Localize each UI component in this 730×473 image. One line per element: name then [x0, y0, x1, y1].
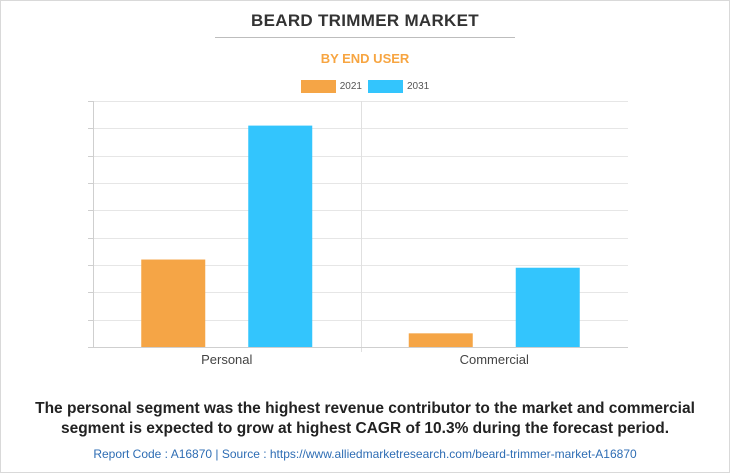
caption-line-2: segment is expected to grow at highest C…	[60, 420, 670, 437]
legend: 2021 2031	[0, 80, 730, 93]
legend-item-2021: 2021	[300, 80, 362, 93]
bar-commercial-2031	[515, 267, 580, 347]
x-tick-label: Commercial	[460, 352, 529, 367]
title-divider	[215, 37, 515, 38]
legend-label-2031: 2031	[407, 81, 430, 92]
legend-swatch-2021	[300, 80, 336, 93]
bar-chart: Personal Commercial	[88, 101, 628, 367]
bar-personal-2021	[141, 259, 206, 347]
chart-subtitle: BY END USER	[320, 51, 410, 66]
legend-swatch-2031	[368, 80, 403, 93]
legend-item-2031: 2031	[368, 80, 429, 93]
x-tick-label: Personal	[201, 352, 252, 367]
bar-personal-2031	[248, 125, 313, 347]
report-source: Report Code : A16870 | Source : https://…	[93, 447, 637, 461]
chart-title: BEARD TRIMMER MARKET	[251, 11, 479, 30]
caption-line-1: The personal segment was the highest rev…	[35, 400, 695, 417]
bar-commercial-2021	[408, 333, 473, 347]
legend-label-2021: 2021	[339, 81, 362, 92]
chart-caption: The personal segment was the highest rev…	[0, 399, 730, 439]
